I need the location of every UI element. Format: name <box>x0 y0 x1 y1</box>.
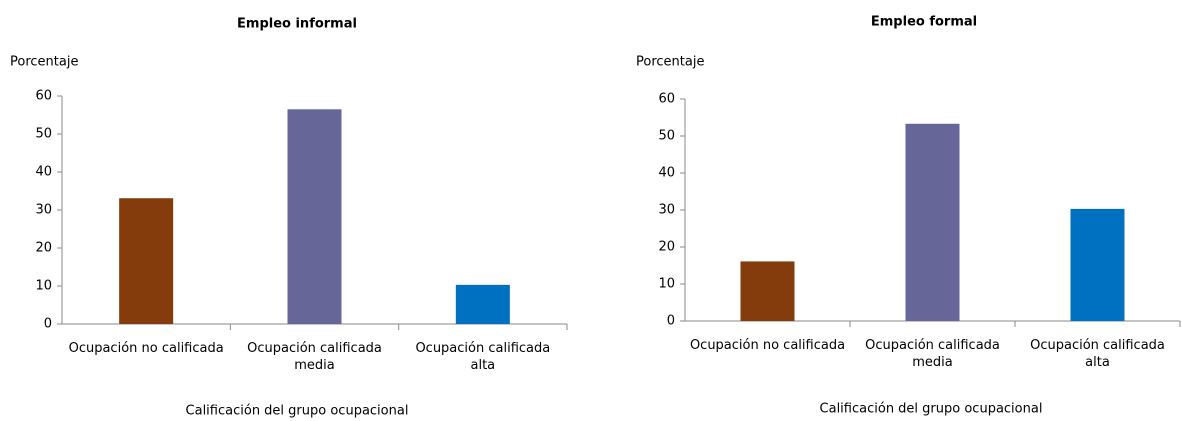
bar <box>740 261 795 321</box>
y-tick-label: 50 <box>658 129 675 144</box>
x-axis-label: Calificación del grupo ocupacional <box>186 404 409 419</box>
x-axis-label: Calificación del grupo ocupacional <box>820 402 1043 417</box>
bar <box>1070 208 1125 321</box>
y-tick-label: 0 <box>44 317 52 332</box>
bar <box>287 109 342 324</box>
y-tick-label: 50 <box>35 127 52 142</box>
y-tick-label: 40 <box>35 165 52 180</box>
y-tick-label: 30 <box>658 203 675 218</box>
x-tick-label: Ocupación calificada alta <box>415 341 551 373</box>
y-tick-label: 60 <box>35 89 52 104</box>
y-axis-label: Porcentaje <box>636 55 704 70</box>
bar <box>905 123 960 321</box>
x-tick-label: Ocupación no calificada <box>68 341 224 356</box>
y-tick-label: 30 <box>35 203 52 218</box>
x-tick-label: Ocupación calificada alta <box>1030 338 1165 370</box>
x-tick-label: Ocupación calificada media <box>865 338 1000 370</box>
bar <box>119 198 174 324</box>
y-tick-label: 40 <box>658 166 675 181</box>
y-axis-label: Porcentaje <box>10 55 78 70</box>
y-tick-label: 20 <box>658 240 675 255</box>
y-tick-label: 60 <box>658 92 675 107</box>
y-tick-label: 10 <box>658 277 675 292</box>
chart-title: Empleo informal <box>237 17 357 32</box>
bar <box>455 284 510 324</box>
y-tick-label: 20 <box>35 241 52 256</box>
x-tick-label: Ocupación calificada media <box>247 341 382 373</box>
chart-title: Empleo formal <box>871 15 977 30</box>
y-tick-label: 0 <box>667 314 675 329</box>
x-tick-label: Ocupación no calificada <box>689 338 846 353</box>
y-tick-label: 10 <box>35 279 52 294</box>
